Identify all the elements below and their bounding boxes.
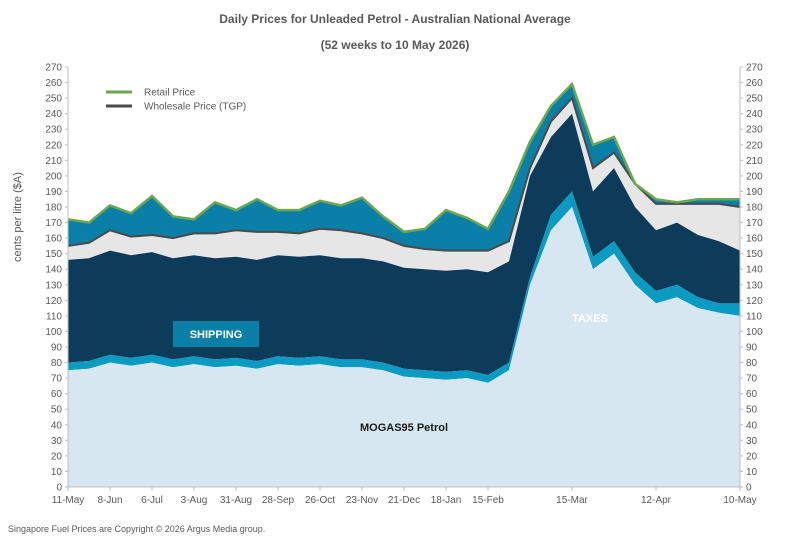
y-tick-label-left: 160	[45, 234, 62, 245]
chart-title: Daily Prices for Unleaded Petrol - Austr…	[219, 12, 571, 26]
chart-subtitle: (52 weeks to 10 May 2026)	[320, 38, 470, 52]
y-tick-label-left: 270	[45, 63, 62, 74]
y-tick-label-right: 10	[746, 467, 758, 478]
y-tick-label-right: 180	[746, 203, 763, 214]
retail-margin-area	[68, 84, 740, 251]
y-tick-label-right: 120	[746, 296, 763, 307]
x-tick-label: 15-Feb	[472, 495, 504, 506]
y-tick-label-right: 110	[746, 311, 762, 322]
y-tick-label-left: 260	[45, 78, 62, 89]
x-tick-label: 8-Jun	[97, 495, 122, 506]
y-tick-label-right: 140	[746, 265, 763, 276]
y-tick-label-right: 230	[746, 125, 763, 136]
x-tick-label: 11-May	[52, 495, 85, 506]
y-tick-label-right: 150	[746, 249, 763, 260]
y-tick-label-left: 170	[45, 218, 62, 229]
y-tick-label-right: 100	[746, 327, 763, 338]
shipping-area-label: SHIPPING	[190, 329, 243, 341]
wholesale-price-line	[67, 96, 741, 252]
y-tick-label-left: 60	[51, 389, 63, 400]
y-tick-label-left: 230	[45, 125, 62, 136]
y-tick-label-left: 210	[45, 156, 62, 167]
y-tick-label-right: 30	[746, 436, 758, 447]
x-tick-label: 26-Oct	[305, 495, 335, 506]
x-tick-label: 23-Nov	[346, 495, 378, 506]
y-tick-label-right: 60	[746, 389, 758, 400]
y-tick-label-left: 120	[45, 296, 62, 307]
y-tick-label-left: 100	[45, 327, 62, 338]
y-tick-label-left: 70	[51, 374, 63, 385]
x-tick-label: 15-Mar	[556, 495, 588, 506]
y-tick-label-right: 50	[746, 405, 758, 416]
y-tick-label-left: 140	[45, 265, 62, 276]
mogas-area-label: MOGAS95 Petrol	[360, 422, 448, 434]
y-tick-label-left: 250	[45, 94, 62, 105]
legend-label-retail: Retail Price	[144, 88, 196, 99]
y-tick-label-right: 220	[746, 140, 763, 151]
y-tick-label-left: 0	[56, 483, 62, 494]
y-tick-label-right: 240	[746, 109, 763, 120]
y-tick-label-left: 110	[46, 311, 62, 322]
y-tick-label-right: 260	[746, 78, 763, 89]
y-tick-label-left: 150	[45, 249, 62, 260]
y-tick-label-left: 240	[45, 109, 62, 120]
y-tick-label-left: 80	[51, 358, 63, 369]
y-tick-label-right: 250	[746, 94, 763, 105]
y-tick-label-left: 90	[51, 343, 63, 354]
y-tick-label-right: 160	[746, 234, 763, 245]
x-tick-label: 6-Jul	[141, 495, 163, 506]
y-tick-label-right: 90	[746, 343, 758, 354]
y-tick-label-right: 170	[746, 218, 763, 229]
x-tick-label: 31-Aug	[220, 495, 252, 506]
legend-label-wholesale: Wholesale Price (TGP)	[144, 102, 246, 113]
y-tick-label-left: 10	[51, 467, 63, 478]
y-tick-label-right: 200	[746, 171, 763, 182]
x-tick-label: 12-Apr	[641, 495, 672, 506]
shipping-area	[68, 191, 740, 383]
x-tick-label: 28-Sep	[262, 495, 295, 506]
retail-price-line	[67, 81, 740, 234]
shipping-label-box	[173, 321, 259, 347]
y-tick-label-right: 210	[746, 156, 763, 167]
y-tick-label-left: 50	[51, 405, 63, 416]
y-tick-label-right: 40	[746, 420, 758, 431]
x-tick-label: 18-Jan	[431, 495, 462, 506]
y-tick-label-left: 180	[45, 203, 62, 214]
y-tick-label-left: 40	[51, 420, 63, 431]
y-tick-label-right: 70	[746, 374, 758, 385]
y-tick-label-right: 270	[746, 63, 763, 74]
y-tick-label-left: 190	[45, 187, 62, 198]
y-tick-label-left: 30	[51, 436, 63, 447]
y-tick-label-right: 130	[746, 280, 763, 291]
y-tick-label-right: 0	[746, 483, 752, 494]
y-tick-label-right: 20	[746, 451, 758, 462]
y-tick-label-right: 190	[746, 187, 763, 198]
x-tick-label: 10-May	[723, 495, 756, 506]
taxes-area	[68, 113, 740, 375]
copyright-footer: Singapore Fuel Prices are Copyright © 20…	[8, 524, 266, 534]
y-tick-label-left: 20	[51, 451, 63, 462]
y-tick-label-left: 130	[45, 280, 62, 291]
taxes-area-label: TAXES	[572, 313, 608, 325]
mogas-area	[68, 207, 740, 487]
x-tick-label: 21-Dec	[388, 495, 420, 506]
y-tick-label-right: 80	[746, 358, 758, 369]
x-tick-label: 3-Aug	[181, 495, 208, 506]
y-tick-label-left: 220	[45, 140, 62, 151]
y-tick-label-left: 200	[45, 171, 62, 182]
